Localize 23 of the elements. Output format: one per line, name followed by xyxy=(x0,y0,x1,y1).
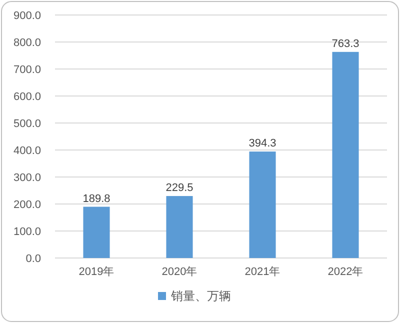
y-tick-label: 800.0 xyxy=(13,37,41,49)
bar xyxy=(332,52,359,258)
x-tick-label: 2019年 xyxy=(78,266,114,278)
bar xyxy=(166,196,193,258)
y-tick-label: 0.0 xyxy=(26,253,41,265)
y-tick-label: 700.0 xyxy=(13,64,41,76)
y-tick-label: 400.0 xyxy=(13,145,41,157)
bar xyxy=(83,206,110,258)
x-tick-label: 2021年 xyxy=(244,266,280,278)
y-tick-label: 300.0 xyxy=(13,172,41,184)
x-tick-label: 2020年 xyxy=(162,266,198,278)
y-tick-label: 600.0 xyxy=(13,91,41,103)
bar xyxy=(249,152,276,258)
y-tick-label: 900.0 xyxy=(13,10,41,22)
y-tick-label: 100.0 xyxy=(13,226,41,238)
x-tick-label: 2022年 xyxy=(328,266,364,278)
data-label: 394.3 xyxy=(248,138,276,150)
y-tick-label: 500.0 xyxy=(13,118,41,130)
legend-label: 销量、万辆 xyxy=(170,289,231,303)
y-tick-label: 200.0 xyxy=(13,199,41,211)
data-label: 189.8 xyxy=(82,192,110,205)
data-label: 229.5 xyxy=(166,182,194,194)
data-label: 763.3 xyxy=(332,38,360,50)
